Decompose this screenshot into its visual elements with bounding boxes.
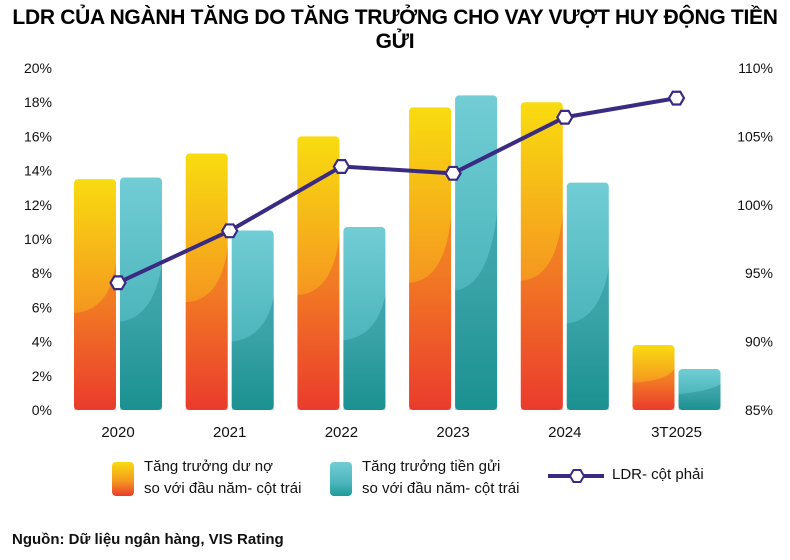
- ldr-marker: [220, 223, 239, 239]
- category-label: 2020: [101, 424, 134, 441]
- bar-deposit-growth: [678, 368, 721, 410]
- bar-credit-shade: [409, 216, 452, 410]
- bar-credit-growth: [185, 153, 228, 410]
- bar-credit-growth: [520, 102, 563, 410]
- bar-credit-shade: [74, 262, 116, 410]
- legend-ldr-label: LDR- cột phải: [612, 466, 704, 483]
- bar-credit-shade: [632, 368, 675, 410]
- bar-credit-growth: [409, 107, 452, 410]
- bar-deposit-shade: [231, 296, 274, 410]
- left-tick-label: 14%: [24, 163, 52, 179]
- bar-deposit-shade: [455, 211, 498, 410]
- ldr-marker: [667, 90, 686, 106]
- bar-deposit-growth: [231, 230, 274, 410]
- right-tick-label: 85%: [745, 402, 773, 418]
- bar-credit-growth: [297, 136, 340, 410]
- right-tick-label: 110%: [738, 60, 773, 76]
- bars: [74, 95, 721, 411]
- left-tick-label: 12%: [24, 197, 52, 213]
- legend-credit-label-line2: so với đầu năm- cột trái: [144, 480, 302, 497]
- category-label: 2021: [213, 424, 246, 441]
- bar-deposit-shade: [678, 384, 721, 410]
- left-tick-label: 16%: [24, 128, 52, 144]
- legend-deposit-swatch: [330, 462, 352, 496]
- bar-credit-shade: [520, 213, 563, 410]
- category-label: 2024: [548, 424, 581, 441]
- ldr-line-series: [109, 90, 686, 291]
- right-tick-label: 90%: [745, 334, 773, 350]
- category-label: 2022: [325, 424, 358, 441]
- bar-credit-growth: [632, 345, 675, 410]
- bar-deposit-growth: [455, 95, 498, 411]
- legend-credit-label-line1: Tăng trưởng dư nợ: [144, 458, 273, 475]
- left-tick-label: 8%: [32, 265, 52, 281]
- ldr-marker: [556, 109, 574, 125]
- ldr-marker: [444, 165, 462, 181]
- left-tick-label: 0%: [32, 402, 52, 418]
- source-note: Nguồn: Dữ liệu ngân hàng, VIS Rating: [12, 531, 284, 548]
- bar-deposit-shade: [566, 266, 609, 410]
- bar-credit-growth: [74, 179, 116, 410]
- bar-deposit-growth: [343, 227, 386, 410]
- ldr-marker: [332, 159, 351, 174]
- legend-deposit-label-line1: Tăng trưởng tiền gửi: [362, 458, 501, 475]
- bar-deposit-growth: [120, 177, 162, 410]
- bar-deposit-shade: [343, 294, 386, 410]
- category-labels: 2020 2021 2022 2023 2024 3T2025: [101, 424, 702, 441]
- combo-chart: 0% 2% 4% 6% 8% 10% 12% 14% 16% 18% 20% 85% 90% 95% 10…: [24, 60, 773, 441]
- bar-deposit-shade: [120, 263, 162, 410]
- ldr-line: [117, 96, 677, 285]
- left-axis: 0% 2% 4% 6% 8% 10% 12% 14% 16% 18% 20%: [24, 60, 52, 418]
- right-tick-label: 105%: [737, 128, 773, 144]
- bar-credit-shade: [297, 234, 340, 410]
- chart-title: LDR CỦA NGÀNH TĂNG DO TĂNG TRƯỞNG CHO VA…: [12, 6, 778, 53]
- left-tick-label: 4%: [32, 334, 52, 350]
- left-tick-label: 2%: [32, 368, 52, 384]
- right-tick-label: 100%: [737, 197, 773, 213]
- bar-credit-shade: [185, 245, 228, 410]
- right-axis: 85% 90% 95% 100% 105% 110%: [737, 60, 773, 418]
- left-tick-label: 18%: [24, 94, 52, 110]
- category-label: 3T2025: [651, 424, 702, 441]
- right-tick-label: 95%: [745, 265, 773, 281]
- legend-credit-swatch: [112, 462, 134, 496]
- category-label: 2023: [436, 424, 469, 441]
- left-tick-label: 20%: [24, 60, 52, 76]
- legend-ldr-swatch: [548, 469, 604, 483]
- ldr-marker: [109, 275, 127, 291]
- legend-deposit-label-line2: so với đầu năm- cột trái: [362, 480, 520, 497]
- left-tick-label: 10%: [24, 231, 52, 247]
- bar-deposit-growth: [566, 182, 609, 410]
- left-tick-label: 6%: [32, 299, 52, 315]
